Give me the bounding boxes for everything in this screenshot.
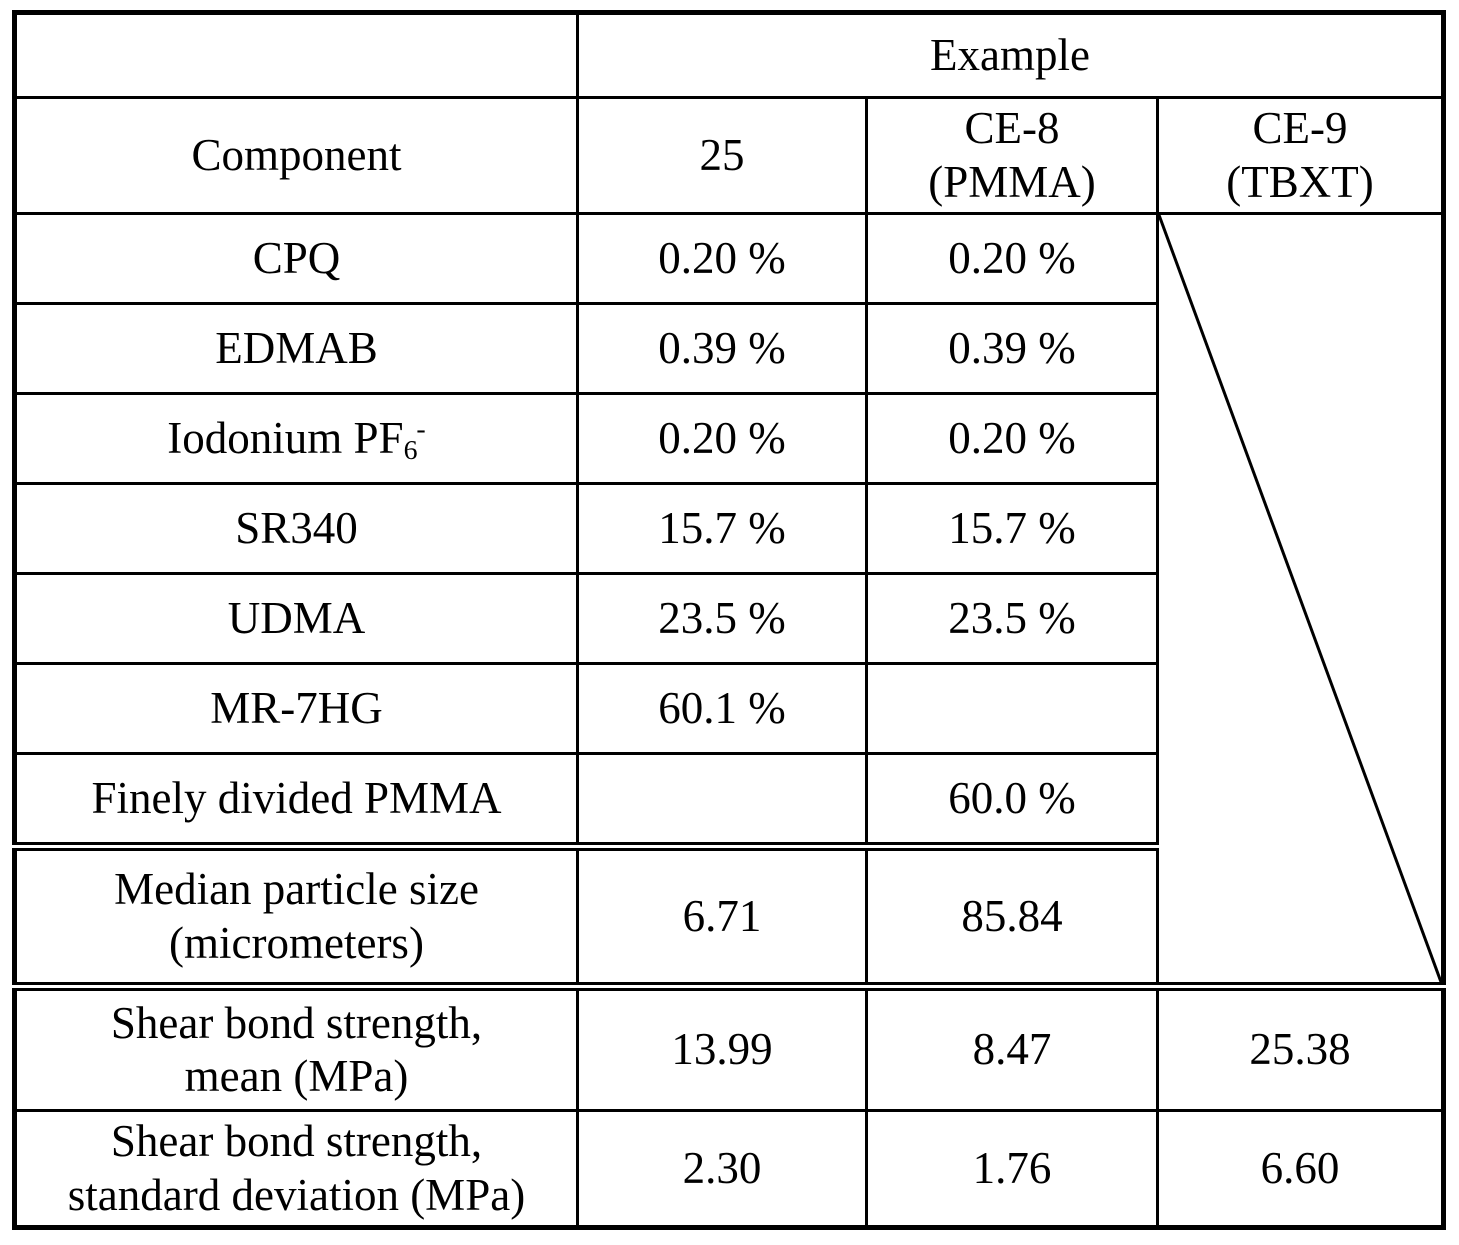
value-text: 8.47: [972, 1024, 1052, 1075]
row-label-iodonium-pf6: Iodonium PF6-: [13, 392, 579, 485]
corner-cell: [13, 11, 579, 99]
value-edmab-25: 0.39 %: [576, 302, 868, 395]
value-edmab-ce8: 0.39 %: [865, 302, 1159, 395]
value-median-25: 6.71: [576, 845, 868, 991]
row-label-text: Shear bond strength, mean (MPa): [110, 997, 483, 1101]
row-label-text: UDMA: [227, 592, 366, 643]
value-pmma-ce8: 60.0 %: [865, 752, 1159, 851]
column-header-ce9: CE-9 (TBXT): [1156, 96, 1445, 215]
row-label-udma: UDMA: [13, 572, 579, 665]
value-text: 15.7 %: [658, 502, 786, 553]
value-pmma-25: [576, 752, 868, 851]
value-text: 1.76: [972, 1142, 1052, 1193]
value-median-ce8: 85.84: [865, 845, 1159, 991]
value-text: 23.5 %: [658, 592, 786, 643]
value-text: 23.5 %: [948, 592, 1076, 643]
value-text: 85.84: [961, 890, 1063, 941]
row-label-text: MR-7HG: [210, 682, 383, 733]
value-text: 6.60: [1260, 1142, 1340, 1193]
example-header-label: Example: [930, 29, 1090, 80]
value-text: 0.39 %: [948, 322, 1076, 373]
row-label-shear-std: Shear bond strength, standard deviation …: [13, 1109, 579, 1229]
row-label-text: SR340: [235, 502, 358, 553]
example-header-cell: Example: [576, 11, 1445, 99]
row-label-text: Shear bond strength, standard deviation …: [67, 1116, 526, 1220]
row-label-text: CPQ: [252, 232, 341, 283]
value-udma-ce8: 23.5 %: [865, 572, 1159, 665]
value-sr340-ce8: 15.7 %: [865, 482, 1159, 575]
row-label-finely-divided-pmma: Finely divided PMMA: [13, 752, 579, 851]
value-text: 2.30: [682, 1142, 762, 1193]
value-text: 25.38: [1249, 1024, 1351, 1075]
value-cpq-25: 0.20 %: [576, 212, 868, 305]
value-shear-mean-ce9: 25.38: [1156, 985, 1445, 1112]
column-header-ce8-label: CE-8 (PMMA): [928, 103, 1096, 207]
row-label-sr340: SR340: [13, 482, 579, 575]
value-text: 60.1 %: [658, 682, 786, 733]
value-mr7hg-25: 60.1 %: [576, 662, 868, 755]
chem-subscript: 6: [403, 435, 418, 467]
value-text: 0.39 %: [658, 322, 786, 373]
value-shear-mean-ce8: 8.47: [865, 985, 1159, 1112]
row-label-text: Median particle size (micrometers): [114, 864, 479, 968]
column-header-25: 25: [576, 96, 868, 215]
column-header-ce9-label: CE-9 (TBXT): [1226, 103, 1374, 207]
value-shear-std-ce9: 6.60: [1156, 1109, 1445, 1229]
value-text: 15.7 %: [948, 502, 1076, 553]
value-shear-mean-25: 13.99: [576, 985, 868, 1112]
value-shear-std-25: 2.30: [576, 1109, 868, 1229]
row-label-edmab: EDMAB: [13, 302, 579, 395]
value-text: 13.99: [671, 1024, 773, 1075]
row-label-text: EDMAB: [215, 322, 378, 373]
value-text: 6.71: [682, 890, 762, 941]
value-text: 0.20 %: [658, 232, 786, 283]
ce9-not-applicable-cell: [1156, 212, 1445, 991]
row-label-text: Iodonium PF: [167, 412, 404, 463]
value-udma-25: 23.5 %: [576, 572, 868, 665]
value-shear-std-ce8: 1.76: [865, 1109, 1159, 1229]
row-label-text: Finely divided PMMA: [91, 772, 502, 823]
diagonal-line-icon: [1159, 215, 1441, 982]
component-header-cell: Component: [13, 96, 579, 215]
value-text: 60.0 %: [948, 772, 1076, 823]
value-iodonium-ce8: 0.20 %: [865, 392, 1159, 485]
row-label-shear-mean: Shear bond strength, mean (MPa): [13, 985, 579, 1112]
column-header-25-label: 25: [699, 129, 745, 180]
row-label-median-particle-size: Median particle size (micrometers): [13, 845, 579, 991]
composition-table: Example Component 25 CE-8 (PMMA) CE-9 (T…: [12, 10, 1446, 1230]
value-iodonium-25: 0.20 %: [576, 392, 868, 485]
value-sr340-25: 15.7 %: [576, 482, 868, 575]
row-label-cpq: CPQ: [13, 212, 579, 305]
chem-superscript: -: [416, 414, 426, 446]
row-label-mr7hg: MR-7HG: [13, 662, 579, 755]
value-text: 0.20 %: [948, 412, 1076, 463]
column-header-ce8: CE-8 (PMMA): [865, 96, 1159, 215]
component-header-label: Component: [191, 129, 402, 180]
value-mr7hg-ce8: [865, 662, 1159, 755]
value-cpq-ce8: 0.20 %: [865, 212, 1159, 305]
value-text: 0.20 %: [658, 412, 786, 463]
value-text: 0.20 %: [948, 232, 1076, 283]
